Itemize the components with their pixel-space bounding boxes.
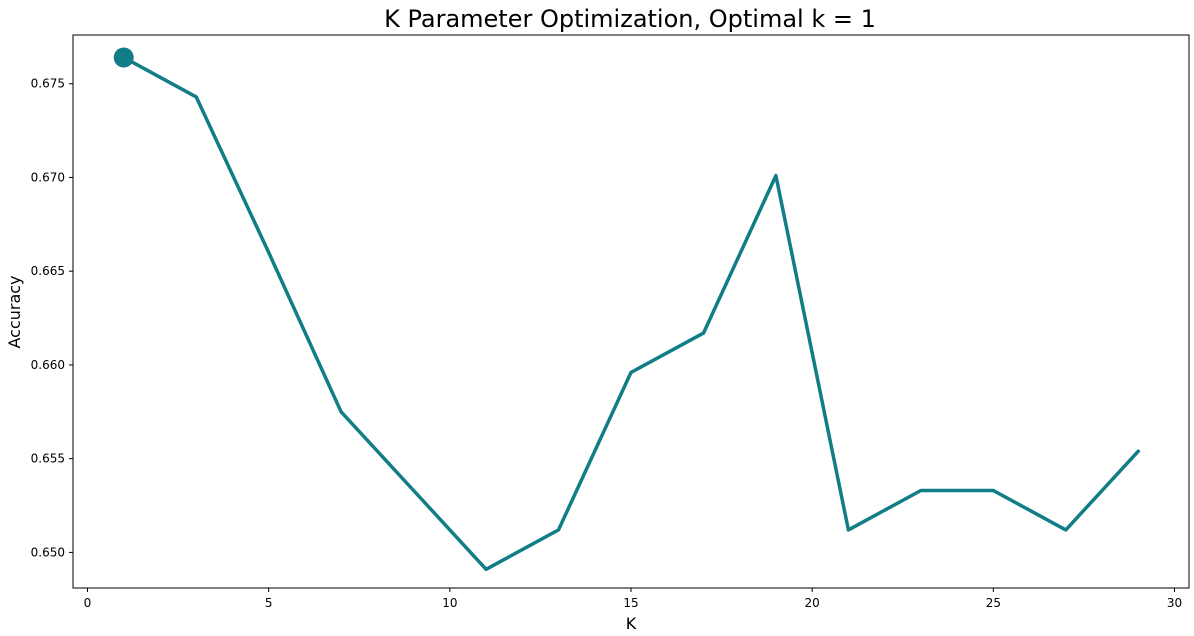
x-axis-label: K [626, 614, 637, 633]
x-tick-label: 10 [442, 596, 457, 610]
y-axis-label: Accuracy [5, 275, 24, 348]
x-tick-label: 15 [623, 596, 638, 610]
y-tick-label: 0.670 [31, 170, 65, 184]
x-tick-label: 0 [84, 596, 92, 610]
y-tick-label: 0.665 [31, 264, 65, 278]
y-tick-label: 0.650 [31, 545, 65, 559]
chart-title: K Parameter Optimization, Optimal k = 1 [384, 5, 876, 33]
x-tick-label: 20 [805, 596, 820, 610]
y-tick-label: 0.675 [31, 77, 65, 91]
y-tick-label: 0.660 [31, 358, 65, 372]
x-tick-label: 5 [265, 596, 273, 610]
x-tick-label: 30 [1167, 596, 1182, 610]
x-axis-ticks: 0 5 10 15 20 25 30 [84, 588, 1182, 610]
y-tick-label: 0.655 [31, 452, 65, 466]
x-tick-label: 25 [986, 596, 1001, 610]
data-points [123, 57, 1139, 570]
y-axis-ticks: 0.650 0.655 0.660 0.665 0.670 0.675 [31, 77, 73, 559]
